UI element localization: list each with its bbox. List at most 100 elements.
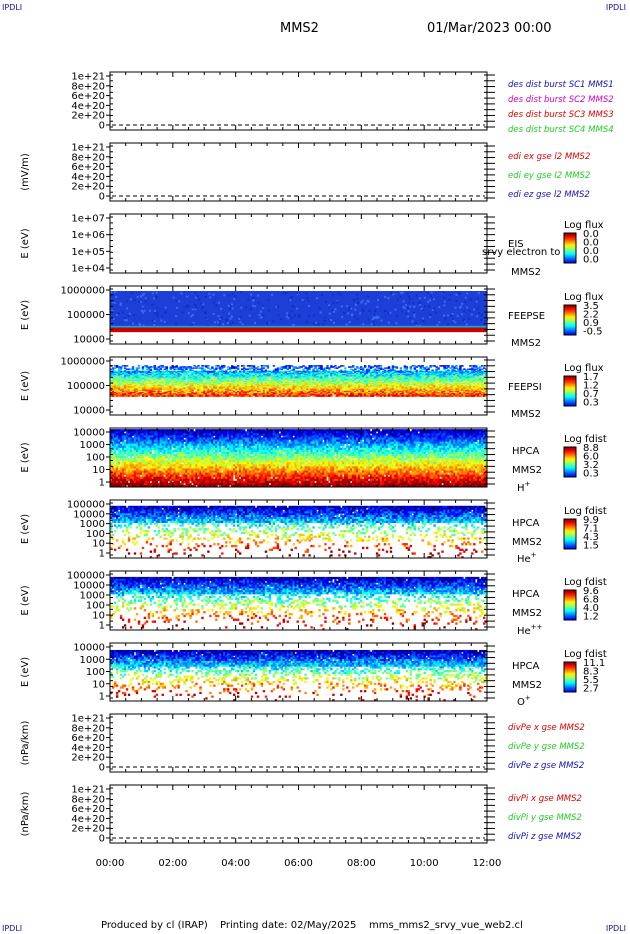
spectrogram-cell (135, 388, 139, 391)
y-axis-label: E (eV) (20, 228, 31, 258)
spectrogram-cell (199, 383, 202, 385)
spectrogram-cell (201, 370, 204, 373)
spectrogram-cell (225, 379, 228, 382)
spectrogram-cell (127, 395, 131, 397)
spectrogram-cell (203, 376, 206, 378)
spectrogram-cell (209, 370, 212, 373)
spectrogram-cell (117, 372, 121, 375)
spectrogram-cell (117, 391, 121, 394)
spectrogram-cell (129, 372, 133, 375)
spectrogram-cell (187, 384, 190, 386)
spectrogram-cell (276, 386, 280, 388)
spectrogram-cell (244, 376, 248, 378)
spectrogram-cell (244, 378, 248, 381)
spectrogram-cell (177, 391, 180, 394)
spectrogram-cell (129, 386, 133, 388)
spectrogram-cell (199, 376, 202, 378)
spectrogram-cell (246, 380, 250, 383)
spectrogram-cell (227, 390, 230, 393)
spectrogram-cell (246, 393, 250, 395)
spectrogram-cell (280, 368, 284, 370)
spectrogram-cell (298, 393, 301, 395)
spectrogram-cell (193, 387, 196, 390)
spectrogram-cell (252, 388, 256, 391)
spectrogram-cell (267, 309, 270, 312)
spectrogram-cell (131, 387, 135, 390)
spectrogram-cell (119, 366, 123, 368)
spectrogram-cell (405, 368, 409, 370)
spectrogram-cell (272, 378, 276, 381)
spectrogram-cell (209, 386, 212, 388)
spectrogram-cell (227, 379, 230, 382)
spectrogram-cell (167, 380, 170, 383)
spectrogram-cell (219, 371, 222, 374)
spectrogram-cell (123, 385, 127, 387)
spectrogram-cell (123, 371, 127, 374)
spectrogram-cell (112, 300, 115, 303)
spectrogram-cell (240, 385, 244, 387)
spectrogram-cell (133, 379, 137, 382)
spectrogram-cell (119, 302, 122, 305)
spectrogram-cell (324, 390, 327, 393)
spectrogram-cell (133, 394, 137, 396)
spectrogram-cell (310, 389, 313, 392)
spectrogram-cell (219, 368, 222, 370)
spectrogram-cell (231, 374, 234, 376)
spectrogram-cell (252, 390, 256, 393)
spectrogram-cell (207, 381, 210, 384)
spectrogram-cell (196, 295, 199, 298)
spectrogram-cell (181, 366, 184, 368)
spectrogram-cell (240, 365, 244, 367)
spectrogram-cell (159, 371, 162, 374)
spectrogram-cell (455, 293, 458, 296)
spectrogram-cell (308, 384, 311, 386)
spectrogram-cell (236, 371, 240, 374)
spectrogram-cell (111, 394, 115, 396)
spectrogram-cell (133, 372, 137, 375)
spectrogram-cell (248, 385, 252, 387)
instrument-label: FEEPSE (508, 311, 545, 322)
spectrogram-cell (149, 369, 153, 372)
spectrogram-cell (290, 379, 293, 382)
spectrogram-cell (318, 390, 321, 393)
spectrogram-cell (141, 395, 145, 397)
spectrogram-cell (280, 383, 284, 385)
spectrogram-cell (290, 395, 293, 397)
spectrogram-cell (145, 379, 149, 382)
spectrogram-cell (229, 389, 232, 392)
spectrogram-cell (119, 380, 123, 383)
spectrogram-cell (328, 306, 331, 309)
spectrogram-cell (240, 391, 244, 394)
spectrogram-cell (131, 376, 135, 378)
spectrogram-cell (322, 377, 325, 379)
spectrogram-cell (117, 381, 121, 384)
y-tick-label: 1e+07 (71, 214, 105, 225)
spectrogram-cell (171, 391, 174, 394)
spectrogram-cell (316, 394, 319, 396)
spectrogram-cell (209, 377, 212, 379)
spectrogram-cell (288, 381, 291, 384)
spectrogram-cell (252, 297, 255, 300)
spectrogram-cell (304, 367, 307, 369)
spectrogram-cell (286, 381, 289, 384)
spectrogram-cell (308, 393, 311, 395)
spectrogram-cell (115, 374, 119, 376)
spectrogram-cell (280, 371, 284, 374)
spectrogram-cell (217, 384, 220, 386)
spectrogram-cell (280, 385, 284, 387)
spectrogram-cell (238, 387, 242, 390)
spectrogram-cell (356, 317, 359, 320)
spectrogram-cell (125, 395, 129, 397)
spectrogram-cell (115, 370, 119, 373)
spectrogram-cell (115, 384, 119, 386)
spectrogram-cell (175, 383, 178, 385)
spectrogram-cell (147, 387, 151, 390)
spectrogram-cell (254, 388, 258, 391)
spectrogram-cell (322, 371, 325, 374)
spectrogram-cell (167, 393, 170, 395)
spectrogram-cell (197, 383, 200, 385)
spectrogram-cell (175, 380, 178, 383)
spectrogram-cell (270, 395, 274, 397)
legend-entry: edi ex gse l2 MMS2 (508, 152, 590, 162)
spectrogram-cell (274, 395, 278, 397)
